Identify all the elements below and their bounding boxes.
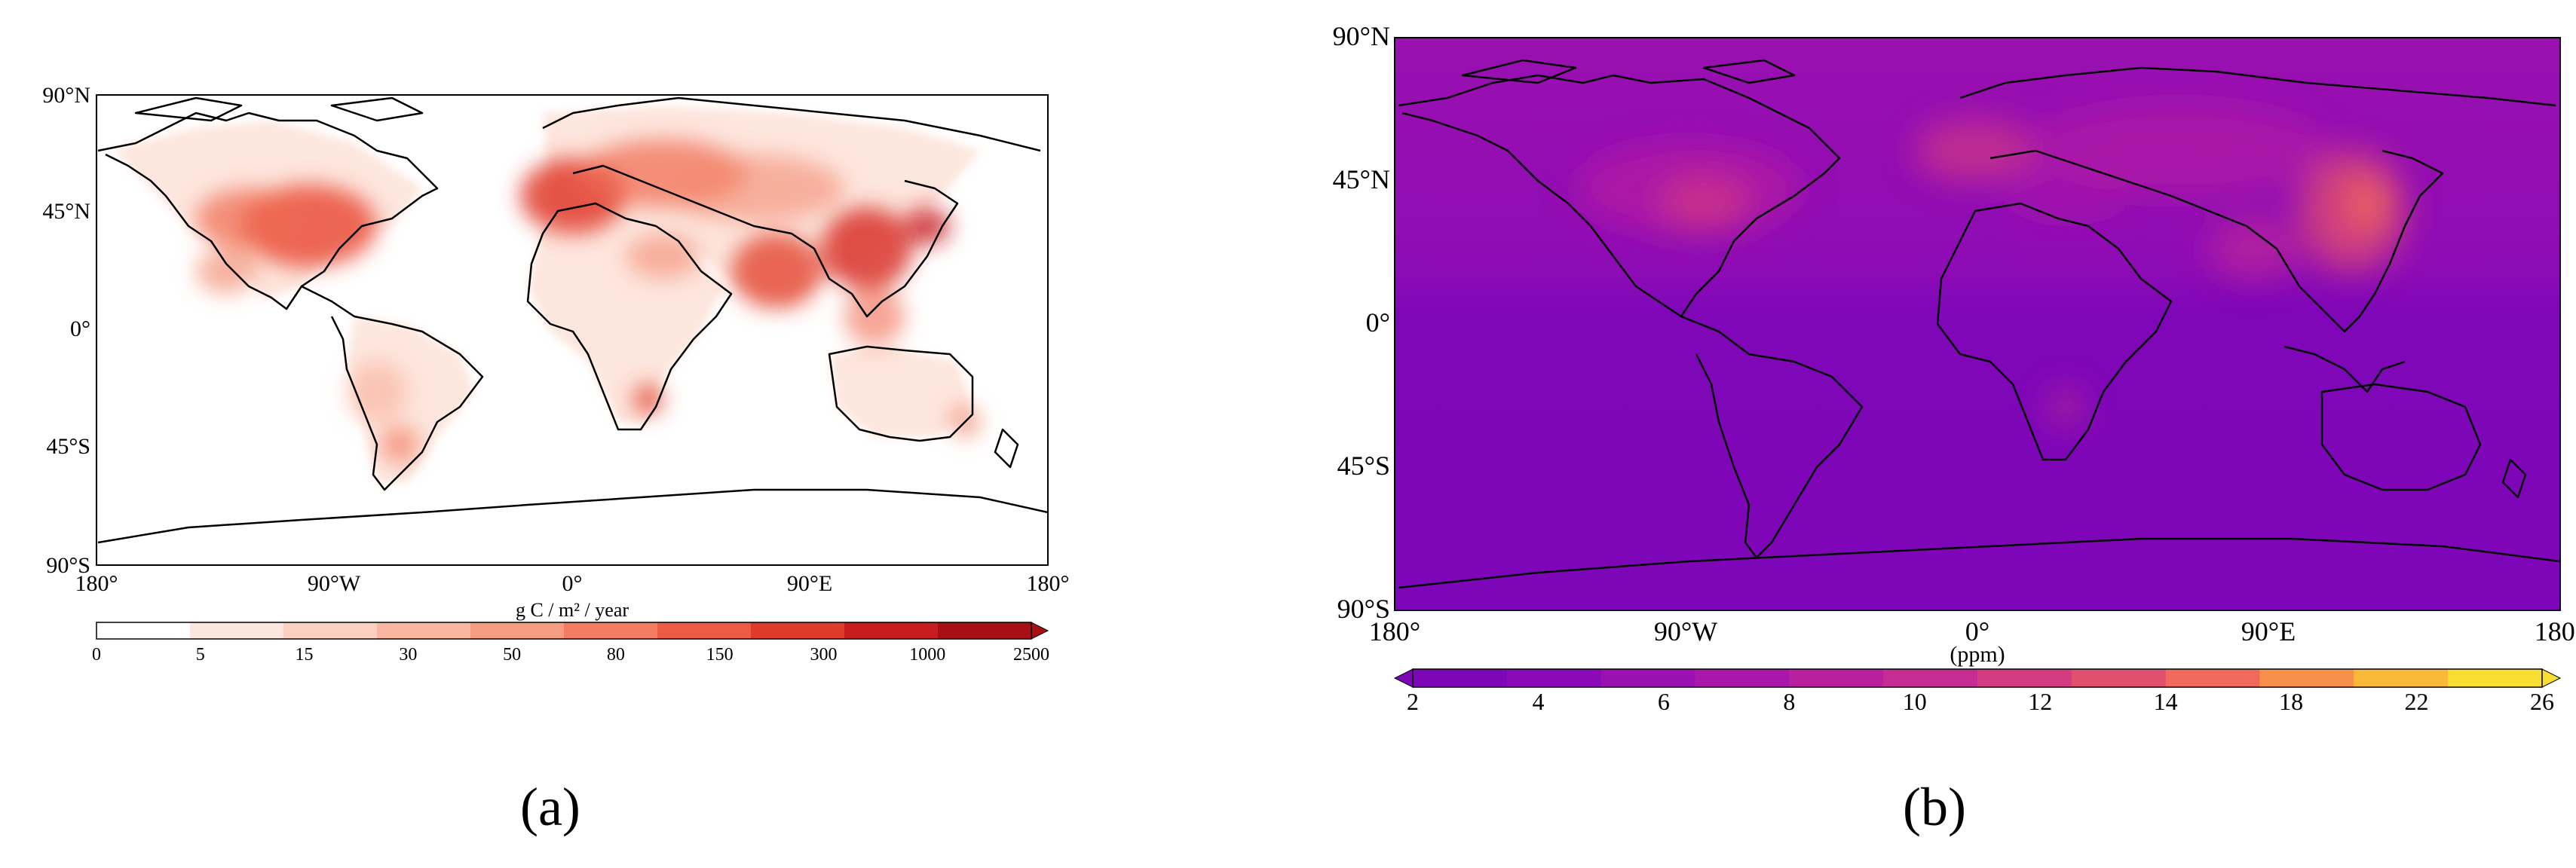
colorbar-segment bbox=[1413, 669, 1508, 687]
colorbar-tick-label: 30 bbox=[399, 645, 417, 665]
lat-label-90N: 90°N bbox=[1333, 21, 1390, 51]
lat-label-0: 0° bbox=[1366, 307, 1390, 338]
lat-label-45N: 45°N bbox=[42, 199, 90, 224]
colorbar-tick-label: 15 bbox=[296, 645, 314, 665]
lon-label-90w: 90°W bbox=[308, 571, 361, 596]
colorbar-segment bbox=[2259, 669, 2354, 687]
colorbar-segment bbox=[1977, 669, 2072, 687]
colorbar-tick-label: 300 bbox=[810, 645, 837, 665]
lat-label-90S: 90°S bbox=[46, 553, 90, 578]
colorbar-segment bbox=[1695, 669, 1790, 687]
colorbar-tick-label: 2 bbox=[1407, 688, 1419, 715]
colorbar-tick-label: 8 bbox=[1783, 688, 1795, 715]
panel-a-map-figure: 90°N 45°N 0° 45°S 90°S 180° 90°W 0° 90°E… bbox=[42, 83, 1070, 665]
colorbar-tick-label: 18 bbox=[2279, 688, 2303, 715]
colorbar-segment bbox=[751, 622, 845, 639]
colorbar-tick-label: 10 bbox=[1903, 688, 1927, 715]
colorbar-tick-label: 80 bbox=[607, 645, 625, 665]
colorbar-segment bbox=[657, 622, 752, 639]
lon-label-90e: 90°E bbox=[787, 571, 832, 596]
colorbar-tick-label: 4 bbox=[1532, 688, 1544, 715]
colorbar-tick-label: 14 bbox=[2154, 688, 2178, 715]
lon-label-90e: 90°E bbox=[2241, 616, 2296, 646]
colorbar-title: g C / m² / year bbox=[516, 599, 629, 621]
lon-label-0: 0° bbox=[1965, 616, 1989, 646]
colorbar-tick-label: 6 bbox=[1658, 688, 1670, 715]
colorbar-tick-label: 12 bbox=[2028, 688, 2052, 715]
lat-label-90N: 90°N bbox=[42, 83, 90, 108]
lat-label-45N: 45°N bbox=[1333, 164, 1390, 194]
lat-label-45S: 45°S bbox=[1337, 451, 1390, 481]
colorbar-segment bbox=[1506, 669, 1602, 687]
colorbar-border bbox=[96, 622, 1032, 640]
colorbar-arrow-right bbox=[2541, 668, 2562, 688]
lat-label-90S: 90°S bbox=[1337, 594, 1390, 624]
colorbar-segment bbox=[470, 622, 565, 639]
colorbar-segment bbox=[564, 622, 658, 639]
emission-field bbox=[97, 96, 1048, 544]
colorbar-segment bbox=[377, 622, 471, 639]
colorbar-segment bbox=[2165, 669, 2260, 687]
colorbar-tick-label: 150 bbox=[706, 645, 734, 665]
colorbar-a bbox=[96, 622, 1049, 640]
colorbar-segment bbox=[190, 622, 284, 639]
concentration-field bbox=[1398, 59, 2560, 589]
lon-label-180e: 180° bbox=[2535, 616, 2576, 646]
colorbar-tick-label: 2500 bbox=[1013, 645, 1049, 665]
colorbar-segment bbox=[2354, 669, 2449, 687]
colorbar-segment bbox=[1600, 669, 1695, 687]
panel-a-caption: (a) bbox=[520, 777, 580, 837]
lon-label-180w: 180° bbox=[1369, 616, 1420, 646]
colorbar-tick-label: 1000 bbox=[909, 645, 945, 665]
colorbar-tick-label: 50 bbox=[503, 645, 521, 665]
colorbar-segment bbox=[844, 622, 939, 639]
colorbar-arrow-right bbox=[1031, 622, 1049, 640]
lon-label-90w: 90°W bbox=[1654, 616, 1717, 646]
colorbar-segment bbox=[2071, 669, 2167, 687]
lon-label-180w: 180° bbox=[75, 571, 118, 596]
colorbar-b bbox=[1393, 668, 2562, 688]
colorbar-segment bbox=[283, 622, 378, 639]
colorbar-border bbox=[1412, 668, 2543, 688]
colorbar-tick-label: 26 bbox=[2530, 688, 2554, 715]
colorbar-segment bbox=[1883, 669, 1978, 687]
lon-label-180e: 180° bbox=[1027, 571, 1070, 596]
colorbar-tick-label: 0 bbox=[92, 645, 101, 665]
colorbar-segment bbox=[96, 622, 191, 639]
lon-label-0: 0° bbox=[562, 571, 583, 596]
panel-b-map-figure: 90°N 45°N 0° 45°S 90°S 180° 90°W 0° 90°E… bbox=[1333, 21, 2576, 715]
colorbar-segment bbox=[938, 622, 1032, 639]
lat-label-0: 0° bbox=[70, 316, 90, 341]
colorbar-tick-label: 22 bbox=[2405, 688, 2429, 715]
lat-label-45S: 45°S bbox=[46, 434, 90, 459]
colorbar-segment bbox=[2448, 669, 2543, 687]
colorbar-segment bbox=[1789, 669, 1884, 687]
colorbar-arrow-left bbox=[1393, 668, 1414, 688]
panel-b-caption: (b) bbox=[1903, 777, 1966, 837]
colorbar-tick-label: 5 bbox=[196, 645, 205, 665]
colorbar-title: (ppm) bbox=[1950, 642, 2005, 667]
